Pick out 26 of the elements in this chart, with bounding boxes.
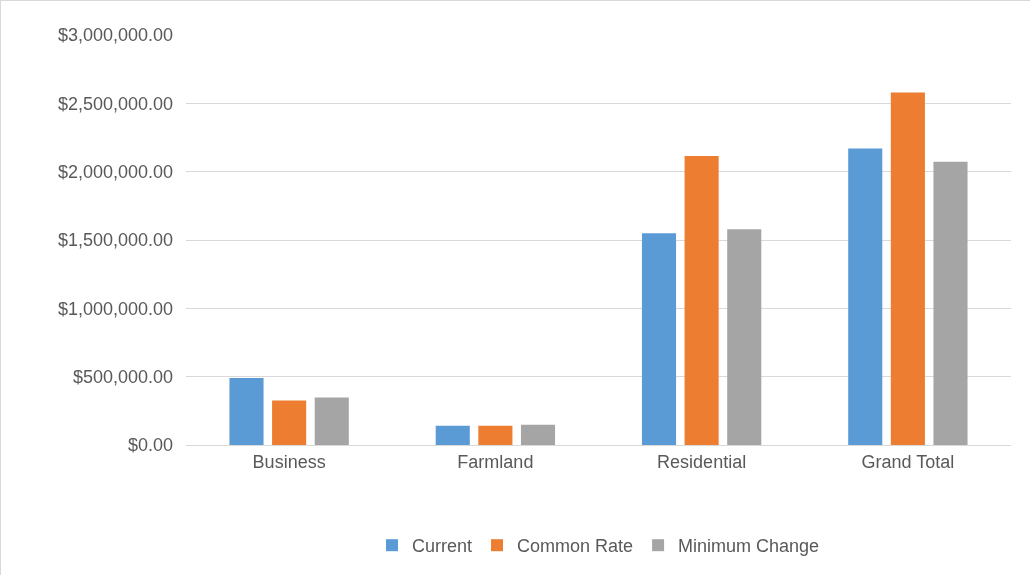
bar: [890, 92, 925, 445]
bar: [520, 424, 556, 445]
y-tick-label: $1,000,000.00: [57, 298, 173, 319]
x-tick-label: Business: [252, 451, 326, 472]
y-tick-label: $3,000,000.00: [57, 25, 173, 46]
bar: [229, 378, 264, 445]
y-tick-label: $2,000,000.00: [57, 161, 173, 182]
x-tick-label: Residential: [657, 451, 747, 472]
bar: [848, 148, 883, 445]
bar: [435, 425, 470, 445]
y-tick-label: $2,500,000.00: [57, 93, 173, 114]
bar: [641, 233, 677, 445]
y-tick-label: $0.00: [127, 435, 173, 456]
bar: [478, 425, 513, 445]
legend-label: Current: [412, 536, 473, 557]
legend-label: Minimum Change: [678, 536, 820, 557]
y-tick-label: $1,500,000.00: [57, 230, 173, 251]
bar: [727, 229, 762, 445]
x-tick-label: Farmland: [457, 451, 534, 472]
bar: [272, 400, 307, 445]
bar: [933, 161, 968, 445]
x-tick-label: Grand Total: [861, 451, 955, 472]
y-tick-label: $500,000.00: [72, 366, 173, 387]
legend-label: Common Rate: [517, 536, 634, 557]
bar: [684, 155, 719, 445]
bar: [314, 397, 349, 445]
